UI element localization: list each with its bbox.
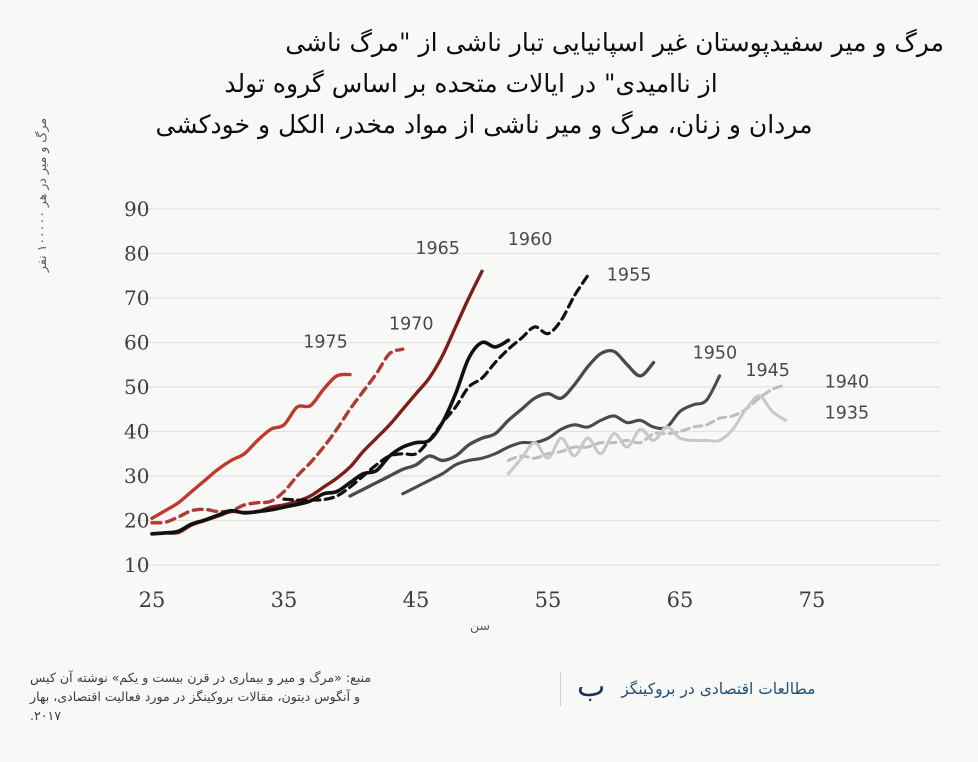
series-label-1955: 1955 xyxy=(607,266,652,286)
page-title: مرگ و میر سفیدپوستان غیر اسپانیایی تبار … xyxy=(30,22,948,145)
y-tick-label: 20 xyxy=(124,509,149,533)
title-line-2: از ناامیدی" در ایالات متحده بر اساس گروه… xyxy=(224,69,718,98)
brookings-brand: ب مطالعات اقتصادی در بروکینگز xyxy=(560,672,829,706)
line-chart: 10 20 30 40 50 60 70 80 90 25 35 45 55 65 75 1975 1970… xyxy=(124,197,940,612)
brand-logo-text: مطالعات اقتصادی در بروکینگز xyxy=(621,680,816,698)
series-label-1945: 1945 xyxy=(745,361,790,381)
series-line-1970 xyxy=(150,347,405,525)
y-tick-label: 60 xyxy=(124,331,149,355)
title-line-1: مرگ و میر سفیدپوستان غیر اسپانیایی تبار … xyxy=(285,28,944,57)
chart-footer: منبع: «مرگ و میر و بیماری در قرن بیست و … xyxy=(0,660,978,760)
series-label-1975: 1975 xyxy=(303,332,348,352)
series-label-1970: 1970 xyxy=(389,314,434,334)
x-axis-title: سن xyxy=(470,618,490,633)
x-tick-label: 75 xyxy=(799,588,826,612)
x-tick-label: 55 xyxy=(535,588,562,612)
y-tick-label: 80 xyxy=(124,242,149,266)
y-tick-label: 10 xyxy=(124,553,149,577)
series-lines xyxy=(150,269,788,536)
y-axis-ticks: 10 20 30 40 50 60 70 80 90 xyxy=(124,197,149,577)
title-line-3: مردان و زنان، مرگ و میر ناشی از مواد مخد… xyxy=(155,110,813,139)
series-label-1935: 1935 xyxy=(825,403,870,423)
y-tick-label: 40 xyxy=(124,420,149,444)
series-label-1940: 1940 xyxy=(825,372,870,392)
series-label-1960: 1960 xyxy=(508,230,553,250)
source-note: منبع: «مرگ و میر و بیماری در قرن بیست و … xyxy=(30,670,372,723)
series-label-1950: 1950 xyxy=(693,343,738,363)
y-tick-label: 70 xyxy=(124,286,149,310)
y-tick-label: 30 xyxy=(124,464,149,488)
x-tick-label: 25 xyxy=(139,588,166,612)
series-line-1935 xyxy=(506,394,788,476)
y-axis-title: مرگ و میر در هر ۱۰۰۰۰۰ نفر xyxy=(34,117,49,273)
series-labels: 1975 1970 1965 1960 1955 1950 1945 1940 1935 xyxy=(303,230,869,424)
x-tick-label: 65 xyxy=(667,588,694,612)
chart-container: 10 20 30 40 50 60 70 80 90 25 35 45 55 65 75 1975 1970… xyxy=(0,185,978,615)
series-line-1975 xyxy=(150,372,352,520)
brand-logo-mark: ب xyxy=(560,672,621,706)
series-line-1940 xyxy=(506,383,788,462)
y-tick-label: 50 xyxy=(124,375,149,399)
x-axis-ticks: 25 35 45 55 65 75 xyxy=(139,588,826,612)
series-line-1950 xyxy=(348,348,656,498)
x-tick-label: 45 xyxy=(403,588,430,612)
x-tick-label: 35 xyxy=(271,588,298,612)
series-line-1960 xyxy=(150,338,511,536)
y-tick-label: 90 xyxy=(124,197,149,221)
series-line-1955 xyxy=(282,274,590,502)
series-line-1965 xyxy=(150,269,484,536)
series-label-1965: 1965 xyxy=(415,239,460,259)
